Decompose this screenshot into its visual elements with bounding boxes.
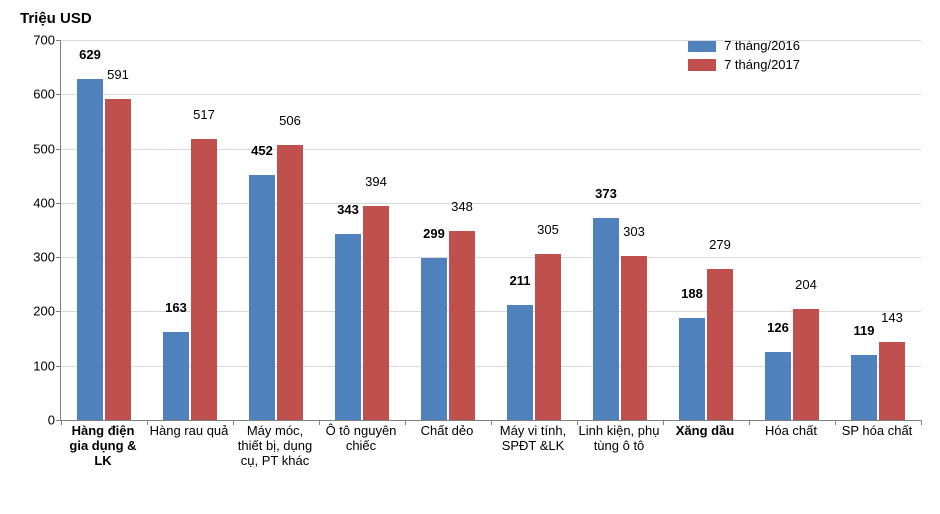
bar-group: 629 591 [61,40,147,420]
bar [793,309,819,420]
bar-value-label: 211 [510,273,531,288]
y-tick-label: 300 [33,250,61,265]
bar-value-label: 373 [595,186,617,201]
y-axis-title: Triệu USD [20,10,92,27]
plot-area: 0100200300400500600700629591163517452506… [60,40,921,421]
bar-value-label: 452 [251,143,273,158]
bar-value-label: 348 [451,199,473,214]
y-tick-label: 500 [33,141,61,156]
bar-value-label: 119 [854,323,875,338]
bar [851,355,877,420]
bar [449,231,475,420]
bar-value-label: 204 [795,277,817,292]
bar [77,79,103,420]
x-axis-labels: Hàng điện gia dụng & LK Hàng rau quả Máy m… [60,424,920,504]
x-axis-label: Hóa chất [750,424,832,439]
bar-group: 119 143 [835,40,921,420]
bar-group: 188 279 [663,40,749,420]
bar-value-label: 299 [423,226,445,241]
bar [621,256,647,420]
x-axis-label: Hàng rau quả [148,424,230,439]
bar-group: 343 394 [319,40,405,420]
bar-value-label: 279 [709,237,731,252]
bar [277,145,303,420]
bar [249,175,275,420]
bar-group: 373 303 [577,40,663,420]
bar-group: 126 204 [749,40,835,420]
bar-value-label: 143 [881,310,903,325]
x-axis-label: Xăng dầu [664,424,746,439]
bar [363,206,389,420]
x-axis-label: Máy móc, thiết bị, dụng cụ, PT khác [234,424,316,469]
bar-value-label: 394 [365,174,387,189]
x-axis-label: Máy vi tính, SPĐT &LK [492,424,574,454]
bar [535,254,561,420]
bar-group: 452 506 [233,40,319,420]
bar-value-label: 629 [79,47,101,62]
bar [593,218,619,420]
bar-value-label: 506 [279,113,301,128]
chart-container: Triệu USD 7 tháng/20167 tháng/2017 01002… [0,0,940,514]
bar-group: 299 348 [405,40,491,420]
bar-value-label: 126 [767,320,789,335]
bar-value-label: 591 [107,67,129,82]
bar [191,139,217,420]
bar [765,352,791,420]
y-tick-label: 0 [48,413,61,428]
x-axis-label: Chất dẻo [406,424,488,439]
bar-value-label: 517 [193,107,215,122]
x-axis-label: Hàng điện gia dụng & LK [62,424,144,469]
x-tick-mark [921,420,922,425]
x-axis-label: Linh kiện, phụ tùng ô tô [578,424,660,454]
bar-group: 163 517 [147,40,233,420]
y-tick-label: 100 [33,358,61,373]
y-tick-label: 200 [33,304,61,319]
bar-group: 211 305 [491,40,577,420]
y-tick-label: 400 [33,195,61,210]
bar [679,318,705,420]
bar [335,234,361,420]
bar [507,305,533,420]
x-axis-label: SP hóa chất [836,424,918,439]
y-tick-label: 700 [33,33,61,48]
bar [163,332,189,420]
bar-value-label: 188 [681,286,703,301]
bar [879,342,905,420]
bar-value-label: 303 [623,224,645,239]
y-tick-label: 600 [33,87,61,102]
x-axis-label: Ô tô nguyên chiếc [320,424,402,454]
bar [707,269,733,420]
bar-value-label: 343 [337,202,359,217]
bar-value-label: 163 [165,300,187,315]
bar [105,99,131,420]
bar-value-label: 305 [537,222,559,237]
bar [421,258,447,420]
